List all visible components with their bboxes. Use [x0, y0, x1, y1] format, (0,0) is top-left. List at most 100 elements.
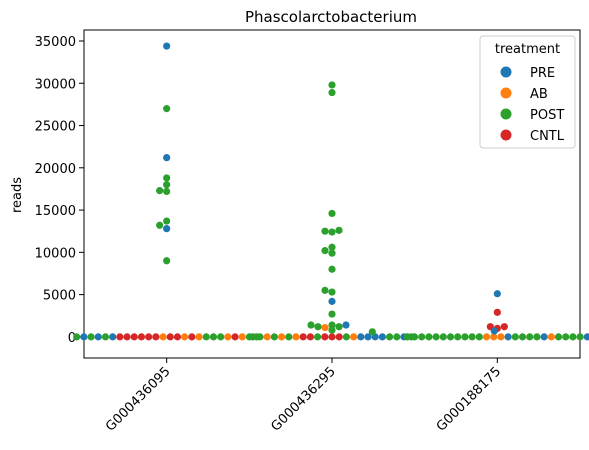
data-point — [497, 333, 505, 341]
data-point — [378, 333, 386, 341]
data-point — [159, 333, 167, 341]
data-point — [569, 333, 577, 341]
legend-title: treatment — [495, 42, 560, 57]
data-point — [328, 326, 336, 334]
data-point — [583, 333, 589, 341]
data-point — [217, 333, 225, 341]
data-point — [576, 333, 584, 341]
data-point — [511, 333, 519, 341]
data-point — [137, 333, 146, 341]
data-point — [461, 333, 469, 341]
data-point — [249, 333, 257, 341]
data-point — [418, 333, 426, 341]
data-point — [490, 327, 498, 335]
data-point — [163, 217, 171, 225]
data-point — [163, 154, 171, 162]
data-point — [328, 265, 336, 273]
data-point — [504, 333, 512, 341]
data-point — [321, 247, 329, 255]
data-point — [368, 328, 376, 336]
data-point — [263, 333, 271, 341]
y-tick-label: 25000 — [35, 120, 76, 135]
data-point — [163, 42, 171, 50]
data-point — [163, 225, 171, 233]
data-point — [328, 249, 336, 257]
data-point — [328, 321, 336, 329]
data-point — [307, 321, 315, 329]
y-tick-label: 20000 — [35, 162, 76, 177]
data-point — [321, 323, 329, 332]
data-point — [299, 333, 307, 341]
data-point — [80, 333, 88, 341]
data-point — [123, 333, 131, 341]
data-point — [181, 333, 189, 341]
data-point — [475, 333, 483, 341]
data-point — [328, 310, 336, 318]
legend-marker — [500, 87, 512, 99]
data-point — [328, 333, 336, 341]
data-point — [94, 333, 102, 341]
data-point — [454, 333, 462, 341]
data-point — [342, 321, 350, 329]
data-point — [314, 333, 322, 341]
data-point — [328, 228, 336, 236]
data-point — [202, 333, 210, 341]
data-point — [306, 333, 314, 341]
y-axis-label: reads — [10, 177, 25, 213]
data-point — [446, 333, 455, 341]
legend-marker — [500, 66, 512, 78]
data-point — [493, 308, 501, 316]
data-point — [540, 333, 548, 341]
data-point — [328, 81, 336, 89]
data-point — [468, 333, 476, 341]
data-point — [314, 323, 322, 331]
y-tick-label: 10000 — [35, 246, 76, 261]
legend-label: AB — [530, 87, 548, 102]
data-point — [152, 333, 160, 341]
data-point — [432, 333, 440, 341]
data-point — [101, 333, 110, 341]
data-point — [321, 227, 329, 235]
data-point — [321, 333, 329, 341]
data-point — [439, 333, 447, 341]
y-tick-label: 0 — [68, 331, 76, 346]
data-point — [393, 333, 401, 341]
data-point — [209, 333, 218, 341]
data-point — [231, 333, 239, 341]
data-point — [166, 333, 174, 341]
data-point — [156, 221, 164, 229]
y-tick-label: 30000 — [35, 77, 76, 92]
x-tick-label: G000188175 — [434, 364, 504, 434]
data-point — [403, 333, 411, 341]
data-point — [163, 174, 171, 182]
y-tick-label: 35000 — [35, 35, 76, 50]
data-point — [328, 288, 336, 296]
data-point — [238, 333, 246, 341]
x-tick-label: G000436095 — [103, 364, 173, 434]
legend-label: CNTL — [530, 129, 565, 144]
data-point — [493, 290, 501, 298]
data-point — [116, 333, 124, 341]
y-tick-label: 15000 — [35, 204, 76, 219]
data-point — [490, 333, 498, 341]
data-point — [328, 243, 336, 251]
data-point — [328, 297, 336, 305]
data-point — [292, 333, 300, 341]
data-point — [109, 333, 117, 341]
x-tick-label: G000436295 — [268, 364, 338, 434]
legend: treatment PRE AB POST CNTL — [479, 35, 576, 149]
legend-label: POST — [530, 108, 564, 123]
data-point — [410, 333, 419, 341]
data-point — [270, 333, 278, 341]
data-point — [425, 333, 433, 341]
data-point — [386, 333, 394, 341]
data-point — [224, 333, 232, 341]
data-point — [335, 323, 343, 331]
data-point — [350, 333, 358, 341]
legend-marker — [500, 108, 512, 120]
y-tick-label: 5000 — [43, 289, 76, 304]
data-point — [278, 333, 286, 341]
legend-label: PRE — [530, 66, 555, 81]
data-point — [145, 333, 153, 341]
data-point — [342, 333, 350, 341]
